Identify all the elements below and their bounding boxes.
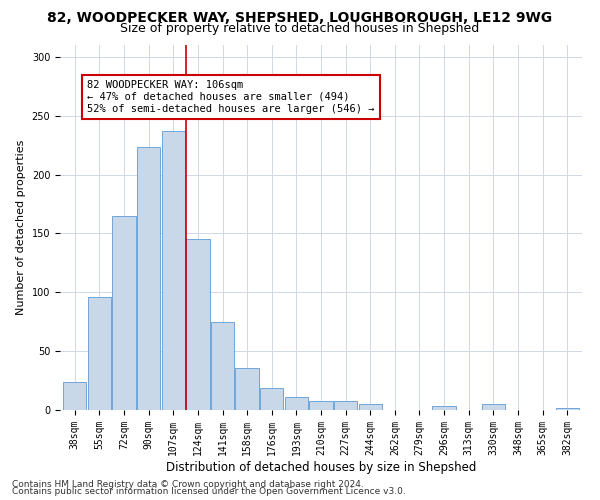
Bar xyxy=(260,388,283,410)
Bar xyxy=(186,240,209,410)
Bar xyxy=(482,404,505,410)
Bar xyxy=(433,406,456,410)
Bar xyxy=(112,216,136,410)
Bar xyxy=(137,148,160,410)
Text: 82, WOODPECKER WAY, SHEPSHED, LOUGHBOROUGH, LE12 9WG: 82, WOODPECKER WAY, SHEPSHED, LOUGHBOROU… xyxy=(47,11,553,25)
Bar xyxy=(284,397,308,410)
Bar xyxy=(63,382,86,410)
Bar xyxy=(334,400,358,410)
Bar xyxy=(161,131,185,410)
Bar xyxy=(88,297,111,410)
Text: Size of property relative to detached houses in Shepshed: Size of property relative to detached ho… xyxy=(121,22,479,35)
Text: Contains HM Land Registry data © Crown copyright and database right 2024.: Contains HM Land Registry data © Crown c… xyxy=(12,480,364,489)
Bar xyxy=(310,400,332,410)
Y-axis label: Number of detached properties: Number of detached properties xyxy=(16,140,26,315)
Text: 82 WOODPECKER WAY: 106sqm
← 47% of detached houses are smaller (494)
52% of semi: 82 WOODPECKER WAY: 106sqm ← 47% of detac… xyxy=(87,80,374,114)
Text: Contains public sector information licensed under the Open Government Licence v3: Contains public sector information licen… xyxy=(12,487,406,496)
Bar xyxy=(556,408,579,410)
Bar xyxy=(211,322,234,410)
Bar xyxy=(235,368,259,410)
X-axis label: Distribution of detached houses by size in Shepshed: Distribution of detached houses by size … xyxy=(166,460,476,473)
Bar xyxy=(359,404,382,410)
